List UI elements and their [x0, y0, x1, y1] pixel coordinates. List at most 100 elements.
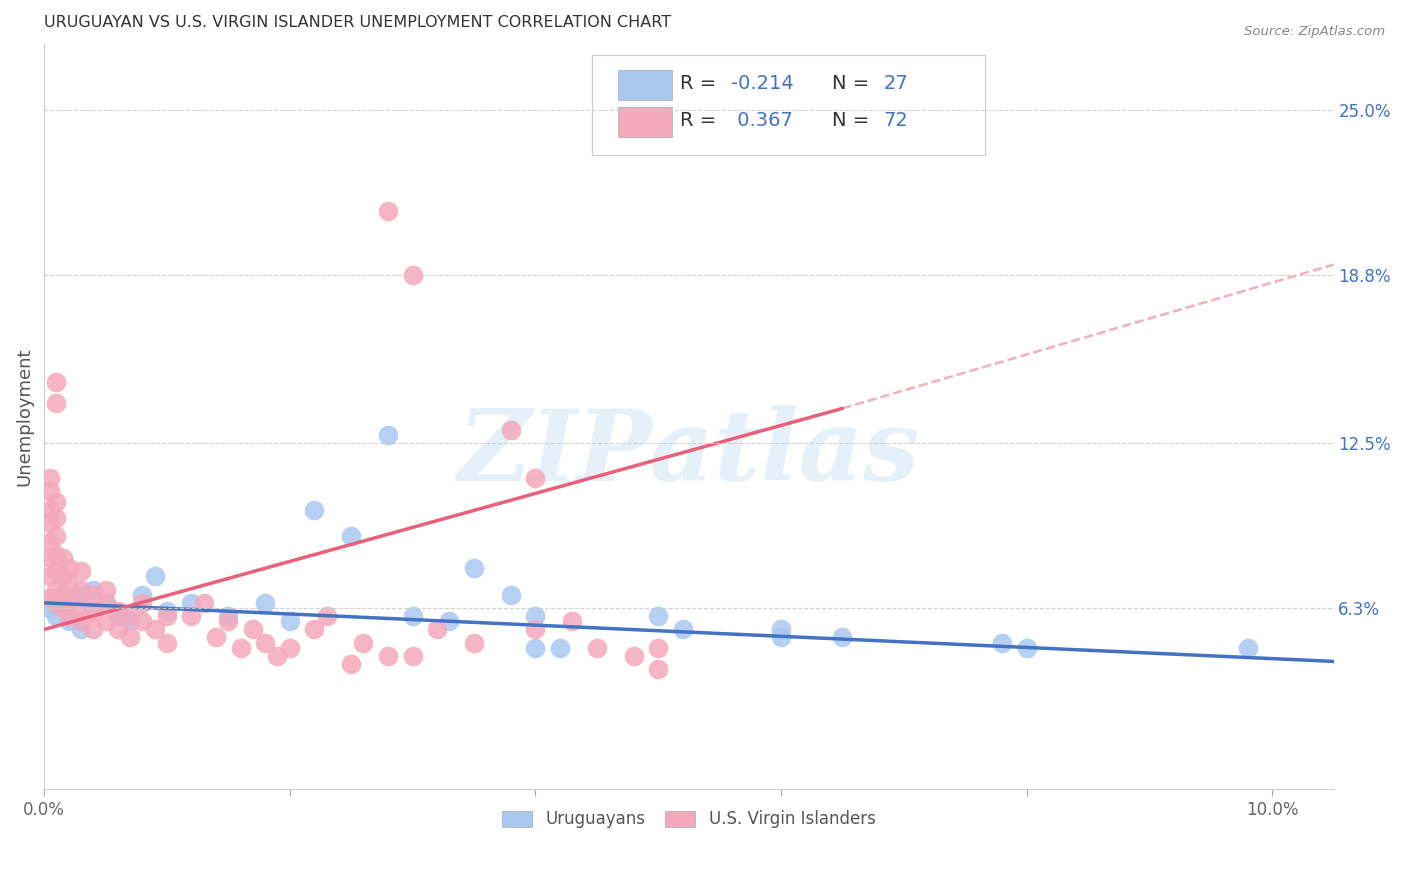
Point	[45, 564, 67, 578]
Point	[58, 615, 80, 629]
Point	[217, 609, 239, 624]
Point	[82, 582, 104, 597]
Point	[524, 471, 547, 485]
Point	[120, 609, 142, 624]
Point	[39, 483, 62, 498]
Point	[94, 596, 117, 610]
Point	[94, 615, 117, 629]
Point	[45, 548, 67, 562]
Point	[58, 561, 80, 575]
Point	[39, 471, 62, 485]
Point	[82, 623, 104, 637]
Point	[82, 604, 104, 618]
Point	[524, 609, 547, 624]
Point	[266, 649, 288, 664]
Text: -0.214: -0.214	[731, 74, 794, 93]
Point	[340, 657, 363, 671]
Point	[107, 604, 129, 618]
Point	[120, 615, 142, 629]
Point	[70, 615, 93, 629]
Point	[401, 268, 423, 283]
Point	[39, 516, 62, 530]
Point	[242, 623, 264, 637]
Point	[39, 550, 62, 565]
Point	[156, 609, 179, 624]
Point	[1015, 641, 1038, 656]
Point	[70, 623, 93, 637]
Point	[120, 631, 142, 645]
FancyBboxPatch shape	[617, 107, 672, 136]
Point	[45, 529, 67, 543]
Text: Source: ZipAtlas.com: Source: ZipAtlas.com	[1244, 25, 1385, 38]
Point	[315, 609, 337, 624]
Text: N =: N =	[832, 74, 876, 93]
Point	[278, 615, 301, 629]
Point	[70, 601, 93, 615]
Point	[991, 636, 1014, 650]
Text: R =: R =	[679, 111, 723, 130]
Point	[254, 636, 277, 650]
Point	[51, 550, 73, 565]
Point	[377, 204, 399, 219]
Point	[401, 649, 423, 664]
Point	[229, 641, 252, 656]
Text: N =: N =	[832, 111, 876, 130]
Point	[94, 582, 117, 597]
Point	[51, 569, 73, 583]
FancyBboxPatch shape	[592, 54, 986, 155]
Point	[82, 588, 104, 602]
Point	[51, 601, 73, 615]
Point	[352, 636, 374, 650]
Point	[377, 428, 399, 442]
Point	[463, 561, 485, 575]
FancyBboxPatch shape	[617, 70, 672, 100]
Text: 27: 27	[883, 74, 908, 93]
Point	[58, 596, 80, 610]
Point	[131, 596, 153, 610]
Point	[39, 591, 62, 605]
Point	[70, 582, 93, 597]
Point	[39, 534, 62, 549]
Point	[45, 396, 67, 410]
Point	[143, 623, 166, 637]
Point	[94, 596, 117, 610]
Point	[143, 569, 166, 583]
Point	[401, 609, 423, 624]
Y-axis label: Unemployment: Unemployment	[15, 347, 32, 485]
Point	[51, 601, 73, 615]
Point	[45, 596, 67, 610]
Point	[39, 601, 62, 615]
Point	[769, 631, 792, 645]
Point	[304, 623, 326, 637]
Point	[131, 588, 153, 602]
Point	[769, 623, 792, 637]
Point	[647, 662, 669, 676]
Point	[254, 596, 277, 610]
Point	[156, 636, 179, 650]
Point	[45, 510, 67, 524]
Point	[180, 609, 202, 624]
Point	[82, 604, 104, 618]
Point	[131, 615, 153, 629]
Point	[561, 615, 583, 629]
Point	[340, 529, 363, 543]
Text: 0.367: 0.367	[731, 111, 793, 130]
Point	[193, 596, 215, 610]
Point	[524, 623, 547, 637]
Point	[439, 615, 461, 629]
Point	[672, 623, 695, 637]
Text: ZIPatlas: ZIPatlas	[457, 406, 920, 502]
Point	[585, 641, 607, 656]
Point	[499, 423, 522, 437]
Point	[278, 641, 301, 656]
Point	[304, 502, 326, 516]
Text: 72: 72	[883, 111, 908, 130]
Point	[217, 615, 239, 629]
Point	[524, 641, 547, 656]
Text: R =: R =	[679, 74, 723, 93]
Point	[1236, 641, 1258, 656]
Point	[180, 596, 202, 610]
Point	[156, 604, 179, 618]
Point	[58, 596, 80, 610]
Point	[463, 636, 485, 650]
